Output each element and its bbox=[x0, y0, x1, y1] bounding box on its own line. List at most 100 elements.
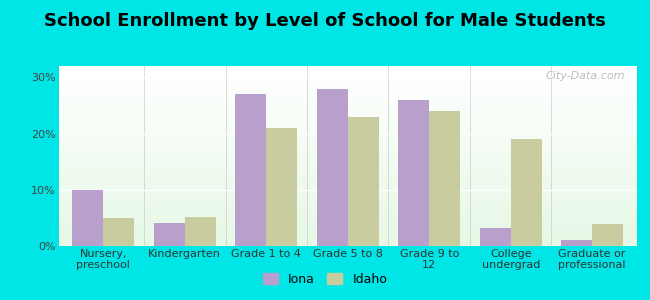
Bar bbox=[58, 120, 637, 121]
Bar bbox=[58, 194, 637, 195]
Bar bbox=[58, 140, 637, 141]
Bar bbox=[58, 213, 637, 214]
Bar bbox=[58, 121, 637, 122]
Bar bbox=[58, 85, 637, 86]
Bar bbox=[58, 238, 637, 239]
Bar bbox=[58, 131, 637, 132]
Bar bbox=[58, 204, 637, 205]
Bar bbox=[317, 88, 348, 246]
Bar bbox=[58, 105, 637, 106]
Bar bbox=[58, 169, 637, 170]
Bar bbox=[58, 116, 637, 117]
Bar bbox=[58, 164, 637, 165]
Bar bbox=[58, 154, 637, 155]
Bar bbox=[58, 81, 637, 82]
Bar bbox=[58, 227, 637, 228]
Bar bbox=[592, 224, 623, 246]
Bar bbox=[185, 217, 216, 246]
Text: School Enrollment by Level of School for Male Students: School Enrollment by Level of School for… bbox=[44, 12, 606, 30]
Bar bbox=[58, 231, 637, 232]
Bar bbox=[58, 184, 637, 185]
Bar bbox=[58, 70, 637, 71]
Bar bbox=[58, 176, 637, 177]
Bar bbox=[480, 228, 511, 246]
Bar bbox=[58, 193, 637, 194]
Bar bbox=[58, 90, 637, 91]
Bar bbox=[58, 122, 637, 123]
Bar bbox=[58, 237, 637, 238]
Bar bbox=[58, 146, 637, 147]
Bar bbox=[58, 165, 637, 166]
Bar bbox=[58, 84, 637, 85]
Bar bbox=[58, 126, 637, 127]
Bar bbox=[58, 208, 637, 209]
Bar bbox=[58, 156, 637, 157]
Bar bbox=[58, 178, 637, 179]
Bar bbox=[58, 245, 637, 246]
Bar bbox=[561, 240, 592, 246]
Bar bbox=[58, 205, 637, 206]
Bar bbox=[58, 225, 637, 226]
Bar bbox=[58, 159, 637, 160]
Bar bbox=[58, 89, 637, 90]
Bar bbox=[58, 109, 637, 110]
Bar bbox=[58, 230, 637, 231]
Bar bbox=[58, 83, 637, 84]
Bar bbox=[58, 206, 637, 207]
Bar bbox=[58, 148, 637, 149]
Bar bbox=[58, 137, 637, 138]
Bar bbox=[58, 94, 637, 95]
Bar bbox=[348, 117, 379, 246]
Bar bbox=[58, 108, 637, 109]
Bar bbox=[58, 222, 637, 223]
Bar bbox=[58, 119, 637, 120]
Bar bbox=[58, 171, 637, 172]
Bar bbox=[58, 221, 637, 222]
Bar bbox=[58, 69, 637, 70]
Bar bbox=[58, 174, 637, 175]
Bar bbox=[58, 219, 637, 220]
Bar bbox=[58, 226, 637, 227]
Bar bbox=[58, 200, 637, 201]
Bar bbox=[58, 160, 637, 161]
Bar bbox=[58, 103, 637, 104]
Bar bbox=[58, 144, 637, 145]
Bar bbox=[58, 139, 637, 140]
Bar bbox=[58, 87, 637, 88]
Bar bbox=[58, 172, 637, 173]
Bar bbox=[58, 142, 637, 143]
Bar bbox=[58, 175, 637, 176]
Bar bbox=[58, 162, 637, 163]
Bar bbox=[58, 233, 637, 234]
Bar bbox=[58, 79, 637, 80]
Bar bbox=[58, 202, 637, 203]
Bar bbox=[266, 128, 297, 246]
Bar bbox=[58, 91, 637, 92]
Bar bbox=[58, 244, 637, 245]
Bar bbox=[58, 155, 637, 156]
Bar bbox=[58, 182, 637, 183]
Bar bbox=[58, 185, 637, 186]
Bar bbox=[58, 73, 637, 74]
Bar bbox=[58, 93, 637, 94]
Bar bbox=[58, 102, 637, 103]
Bar bbox=[58, 135, 637, 136]
Bar bbox=[58, 214, 637, 215]
Bar bbox=[72, 190, 103, 246]
Bar bbox=[58, 101, 637, 102]
Bar bbox=[58, 168, 637, 169]
Bar bbox=[429, 111, 460, 246]
Bar bbox=[58, 197, 637, 198]
Legend: Iona, Idaho: Iona, Idaho bbox=[258, 268, 392, 291]
Bar bbox=[58, 113, 637, 114]
Bar bbox=[58, 104, 637, 105]
Bar bbox=[58, 100, 637, 101]
Bar bbox=[58, 210, 637, 211]
Bar bbox=[58, 190, 637, 191]
Bar bbox=[58, 66, 637, 67]
Bar bbox=[58, 75, 637, 76]
Bar bbox=[58, 191, 637, 192]
Bar bbox=[58, 195, 637, 196]
Bar bbox=[58, 153, 637, 154]
Bar bbox=[58, 199, 637, 200]
